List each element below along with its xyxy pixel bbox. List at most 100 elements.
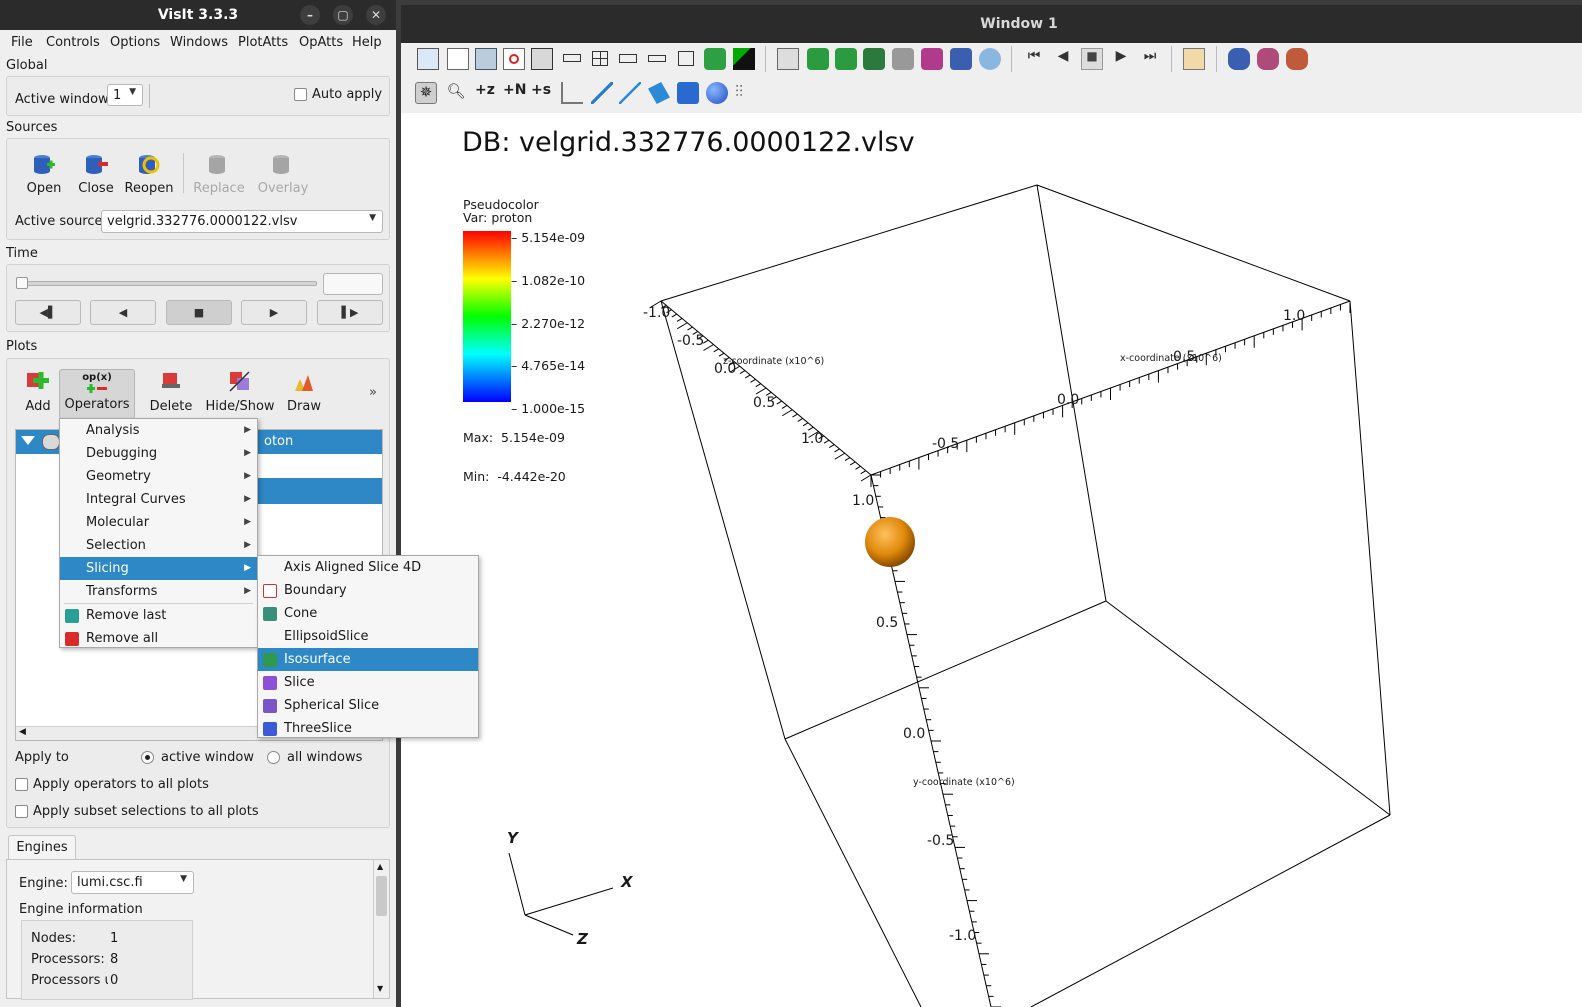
menu-file[interactable]: File: [11, 35, 33, 50]
lock-tools-icon[interactable]: [863, 48, 885, 70]
delete-window-icon[interactable]: [503, 48, 525, 70]
maximize-button[interactable]: ▢: [333, 5, 353, 25]
scroll-down-icon[interactable]: ▼: [377, 984, 384, 993]
pick-zone-icon[interactable]: [1257, 48, 1279, 70]
tab-engines[interactable]: Engines: [8, 835, 76, 860]
tool-lineout-icon[interactable]: [704, 48, 726, 70]
menu-item-axis-aligned-slice-4d[interactable]: Axis Aligned Slice 4D: [258, 556, 478, 579]
plane-tool-icon[interactable]: [648, 82, 670, 104]
time-state-input[interactable]: [323, 273, 383, 295]
lock-time-icon[interactable]: [835, 48, 857, 70]
menu-item-analysis[interactable]: Analysis ▶: [60, 419, 257, 442]
lock-view-icon[interactable]: [807, 48, 829, 70]
scrollbar-thumb[interactable]: [376, 876, 387, 916]
pick-icon[interactable]: [1228, 48, 1250, 70]
stop-button[interactable]: ■: [166, 300, 232, 325]
spreadsheet-pick-icon[interactable]: +s: [531, 82, 552, 98]
menu-item-isosurface[interactable]: Isosurface: [258, 648, 478, 671]
expand-triangle-icon[interactable]: [21, 436, 35, 445]
active-source-select[interactable]: velgrid.332776.0000122.vlsv ▼: [101, 210, 383, 233]
overlay-button[interactable]: Overlay: [253, 151, 313, 196]
layout-2x4-icon[interactable]: [646, 48, 668, 70]
layout-2x3-icon[interactable]: [617, 48, 639, 70]
delete-plot-button[interactable]: Delete: [145, 369, 197, 414]
box-tool-icon[interactable]: [677, 82, 699, 104]
zone-pick-icon[interactable]: +z: [475, 82, 495, 98]
first-frame-icon[interactable]: ⏮: [1027, 48, 1041, 64]
menu-item-threeslice[interactable]: ThreeSlice: [258, 717, 478, 740]
new-window-icon[interactable]: [447, 48, 469, 70]
active-window-select[interactable]: 1 ▼: [107, 84, 143, 106]
axis-tool-icon[interactable]: [561, 82, 583, 104]
step-forward-button[interactable]: ▌▶: [317, 300, 383, 325]
menu-item-boundary[interactable]: Boundary: [258, 579, 478, 602]
close-source-button[interactable]: Close: [69, 151, 123, 196]
open-button[interactable]: Open: [17, 151, 71, 196]
draw-button[interactable]: Draw: [279, 369, 329, 414]
menu-options[interactable]: Options: [110, 35, 161, 50]
step-back-button[interactable]: ◀▌: [15, 300, 81, 325]
replace-button[interactable]: Replace: [191, 151, 247, 196]
menu-item-cone[interactable]: Cone: [258, 602, 478, 625]
menu-item-molecular[interactable]: Molecular ▶: [60, 511, 257, 534]
layout-3x3-icon[interactable]: [675, 48, 697, 70]
plot-visibility-icon[interactable]: [42, 434, 60, 450]
active-window-radio[interactable]: [141, 751, 154, 764]
tool-curve-icon[interactable]: [733, 48, 755, 70]
line-tool-icon[interactable]: [619, 82, 641, 104]
time-slider-handle[interactable]: [16, 277, 28, 289]
menu-item-ellipsoidslice[interactable]: EllipsoidSlice: [258, 625, 478, 648]
layout-1x2-icon[interactable]: [561, 48, 583, 70]
scroll-left-icon[interactable]: ◀: [19, 727, 26, 737]
prev-frame-icon[interactable]: ◀: [1057, 48, 1069, 64]
menu-controls[interactable]: Controls: [46, 35, 100, 50]
stop-animation-icon[interactable]: ■: [1081, 48, 1103, 70]
plot-list-subrow[interactable]: [258, 478, 382, 504]
perspective-icon[interactable]: [777, 48, 799, 70]
operators-button[interactable]: op(x) Operators: [59, 369, 135, 419]
menu-item-slice[interactable]: Slice: [258, 671, 478, 694]
sphere-tool-icon[interactable]: [706, 82, 728, 104]
active-window-tool-icon[interactable]: [417, 48, 439, 70]
zoom-icon[interactable]: 🔍︎: [446, 82, 466, 100]
next-frame-icon[interactable]: ⏭: [1143, 48, 1157, 64]
globe-icon[interactable]: [979, 48, 1001, 70]
all-windows-radio[interactable]: [267, 751, 280, 764]
hide-show-button[interactable]: Hide/Show: [205, 369, 275, 414]
save-view-icon[interactable]: [892, 48, 914, 70]
apply-subset-all-checkbox[interactable]: [15, 805, 28, 818]
lineout-icon[interactable]: [591, 82, 613, 104]
close-button[interactable]: ✕: [366, 5, 386, 25]
menu-windows[interactable]: Windows: [170, 35, 229, 50]
undo-view-icon[interactable]: [950, 48, 972, 70]
apply-ops-all-checkbox[interactable]: [15, 778, 28, 791]
node-pick-icon[interactable]: +N: [503, 82, 527, 98]
menu-item-integral-curves[interactable]: Integral Curves ▶: [60, 488, 257, 511]
engine-select[interactable]: lumi.csc.fi ▼: [71, 871, 194, 894]
choose-center-icon[interactable]: [921, 48, 943, 70]
scroll-up-icon[interactable]: ▲: [377, 862, 384, 871]
menu-plotatts[interactable]: PlotAtts: [238, 35, 289, 50]
menu-item-slicing[interactable]: Slicing ▶: [60, 557, 257, 580]
render-canvas[interactable]: DB: velgrid.332776.0000122.vlsv Pseudoco…: [401, 113, 1582, 1007]
menu-item-spherical-slice[interactable]: Spherical Slice: [258, 694, 478, 717]
menu-item-selection[interactable]: Selection ▶: [60, 534, 257, 557]
layout-2x2-icon[interactable]: [589, 48, 611, 70]
menu-item-geometry[interactable]: Geometry ▶: [60, 465, 257, 488]
menu-item-remove-all[interactable]: Remove all: [60, 627, 257, 650]
annotation-icon[interactable]: [1183, 48, 1205, 70]
menu-opatts[interactable]: OpAtts: [299, 35, 344, 50]
add-plot-button[interactable]: Add: [17, 369, 59, 414]
menu-item-remove-last[interactable]: Remove last: [60, 604, 257, 627]
menu-help[interactable]: Help: [352, 35, 382, 50]
pick-node-icon[interactable]: [1286, 48, 1308, 70]
play-animation-icon[interactable]: ▶: [1115, 48, 1127, 64]
reopen-button[interactable]: Reopen: [121, 151, 177, 196]
play-button[interactable]: ▶: [241, 300, 307, 325]
play-backward-button[interactable]: ◀: [90, 300, 156, 325]
minimize-button[interactable]: –: [300, 5, 320, 25]
auto-apply-checkbox[interactable]: [294, 88, 307, 101]
extents-tool-icon[interactable]: ⫶⫶: [735, 82, 744, 101]
menu-item-transforms[interactable]: Transforms ▶: [60, 580, 257, 603]
vertical-scrollbar[interactable]: ▲ ▼: [373, 860, 389, 998]
